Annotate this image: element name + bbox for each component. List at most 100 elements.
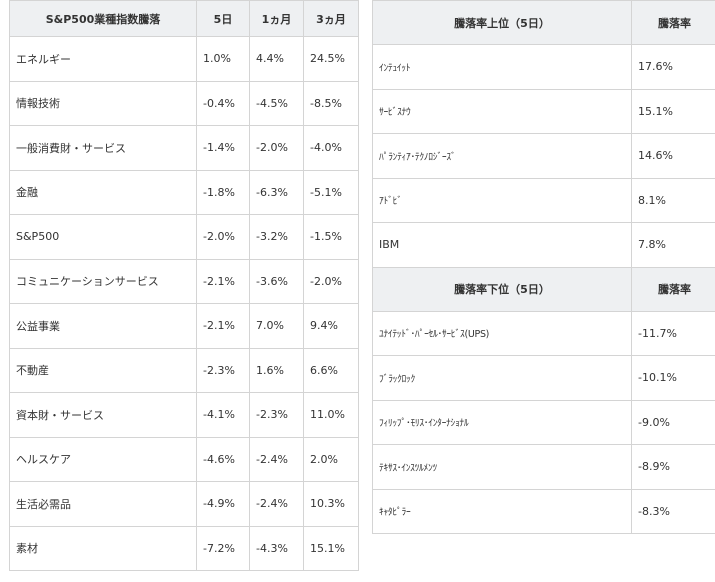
three-month-change: 11.0%: [303, 392, 359, 438]
five-day-change: 1.0%: [196, 36, 250, 82]
table-row: 資本財・サービス -4.1% -2.3% 11.0%: [9, 392, 359, 438]
company-name: ｻｰﾋﾞｽﾅｳ: [372, 88, 632, 134]
bottom-movers-body: ﾕﾅｲﾃｯﾄﾞ･ﾊﾟｰｾﾙ･ｻｰﾋﾞｽ(UPS) -11.7% ﾌﾞﾗｯｸﾛｯｸ -1…: [372, 310, 715, 534]
change-rate: 8.1%: [631, 177, 715, 223]
top-movers-header-row: 騰落率上位（5日） 騰落率: [372, 0, 715, 45]
three-month-change: -5.1%: [303, 169, 359, 215]
three-month-change: -8.5%: [303, 80, 359, 126]
five-day-change: -4.9%: [196, 481, 250, 527]
three-month-change: 24.5%: [303, 36, 359, 82]
one-month-header: 1ヵ月: [249, 0, 304, 37]
table-row: 不動産 -2.3% 1.6% 6.6%: [9, 347, 359, 393]
one-month-change: -4.3%: [249, 525, 304, 571]
five-day-change: -0.4%: [196, 80, 250, 126]
three-month-change: 9.4%: [303, 303, 359, 349]
one-month-change: -2.4%: [249, 436, 304, 482]
sector-name: ヘルスケア: [9, 436, 197, 482]
table-row: 一般消費財・サービス -1.4% -2.0% -4.0%: [9, 125, 359, 171]
table-row: ｲﾝﾃｭｲｯﾄ 17.6%: [372, 44, 715, 90]
table-row: ｷｬﾀﾋﾟﾗｰ -8.3%: [372, 488, 715, 534]
top-movers-body: ｲﾝﾃｭｲｯﾄ 17.6% ｻｰﾋﾞｽﾅｳ 15.1% ﾊﾟﾗﾝﾃｨｱ･ﾃｸﾉﾛｼﾞｰｽ…: [372, 44, 715, 268]
sector-performance-table: S&P500業種指数騰落 5日 1ヵ月 3ヵ月 エネルギー 1.0% 4.4% 24.…: [9, 0, 359, 571]
change-rate: -10.1%: [631, 355, 715, 401]
three-month-change: -2.0%: [303, 258, 359, 304]
five-day-change: -4.1%: [196, 392, 250, 438]
bottom-movers-header-row: 騰落率下位（5日） 騰落率: [372, 266, 715, 312]
one-month-change: -3.6%: [249, 258, 304, 304]
company-name: ﾌﾞﾗｯｸﾛｯｸ: [372, 355, 632, 401]
sector-name: 生活必需品: [9, 481, 197, 527]
table-row: ﾌﾞﾗｯｸﾛｯｸ -10.1%: [372, 355, 715, 401]
table-row: ﾕﾅｲﾃｯﾄﾞ･ﾊﾟｰｾﾙ･ｻｰﾋﾞｽ(UPS) -11.7%: [372, 310, 715, 356]
table-row: コミュニケーションサービス -2.1% -3.6% -2.0%: [9, 258, 359, 304]
company-name: ﾃｷｻｽ･ｲﾝｽﾂﾙﾒﾝﾂ: [372, 444, 632, 490]
change-rate: -8.9%: [631, 444, 715, 490]
table-row: 公益事業 -2.1% 7.0% 9.4%: [9, 303, 359, 349]
one-month-change: 1.6%: [249, 347, 304, 393]
five-day-change: -2.1%: [196, 303, 250, 349]
three-month-change: 10.3%: [303, 481, 359, 527]
bottom-change-header: 騰落率: [631, 266, 715, 312]
one-month-change: -6.3%: [249, 169, 304, 215]
five-day-change: -7.2%: [196, 525, 250, 571]
five-day-change: -1.4%: [196, 125, 250, 171]
company-name: ｱﾄﾞﾋﾞ: [372, 177, 632, 223]
sector-name: 公益事業: [9, 303, 197, 349]
company-name: ﾕﾅｲﾃｯﾄﾞ･ﾊﾟｰｾﾙ･ｻｰﾋﾞｽ(UPS): [372, 310, 632, 356]
three-month-change: -4.0%: [303, 125, 359, 171]
change-rate: 17.6%: [631, 44, 715, 90]
change-rate: 14.6%: [631, 133, 715, 179]
change-rate: -9.0%: [631, 399, 715, 445]
five-day-change: -2.1%: [196, 258, 250, 304]
table-row: S&P500 -2.0% -3.2% -1.5%: [9, 214, 359, 260]
table-row: ﾌｨﾘｯﾌﾟ･ﾓﾘｽ･ｲﾝﾀｰﾅｼｮﾅﾙ -9.0%: [372, 399, 715, 445]
top-change-header: 騰落率: [631, 0, 715, 45]
table-row: 情報技術 -0.4% -4.5% -8.5%: [9, 80, 359, 126]
one-month-change: -2.0%: [249, 125, 304, 171]
change-rate: 7.8%: [631, 222, 715, 268]
bottom-movers-header: 騰落率下位（5日）: [372, 266, 632, 312]
company-name: IBM: [372, 222, 632, 268]
table-row: IBM 7.8%: [372, 222, 715, 268]
table-row: エネルギー 1.0% 4.4% 24.5%: [9, 36, 359, 82]
change-rate: -11.7%: [631, 310, 715, 356]
sector-header: S&P500業種指数騰落: [9, 0, 197, 37]
sector-name: 情報技術: [9, 80, 197, 126]
table-row: ｱﾄﾞﾋﾞ 8.1%: [372, 177, 715, 223]
three-month-change: 2.0%: [303, 436, 359, 482]
five-day-header: 5日: [196, 0, 250, 37]
sector-name: 不動産: [9, 347, 197, 393]
top-movers-header: 騰落率上位（5日）: [372, 0, 632, 45]
movers-table: 騰落率上位（5日） 騰落率 ｲﾝﾃｭｲｯﾄ 17.6% ｻｰﾋﾞｽﾅｳ 15.1% ﾊﾟ…: [372, 0, 715, 534]
table-row: ﾃｷｻｽ･ｲﾝｽﾂﾙﾒﾝﾂ -8.9%: [372, 444, 715, 490]
table-row: 素材 -7.2% -4.3% 15.1%: [9, 525, 359, 571]
company-name: ｷｬﾀﾋﾟﾗｰ: [372, 488, 632, 534]
sector-name: エネルギー: [9, 36, 197, 82]
table-row: ｻｰﾋﾞｽﾅｳ 15.1%: [372, 88, 715, 134]
three-month-change: -1.5%: [303, 214, 359, 260]
sector-name: コミュニケーションサービス: [9, 258, 197, 304]
five-day-change: -1.8%: [196, 169, 250, 215]
company-name: ｲﾝﾃｭｲｯﾄ: [372, 44, 632, 90]
company-name: ﾊﾟﾗﾝﾃｨｱ･ﾃｸﾉﾛｼﾞｰｽﾞ: [372, 133, 632, 179]
table-row: 生活必需品 -4.9% -2.4% 10.3%: [9, 481, 359, 527]
change-rate: 15.1%: [631, 88, 715, 134]
three-month-header: 3ヵ月: [303, 0, 359, 37]
five-day-change: -2.0%: [196, 214, 250, 260]
sector-table-body: エネルギー 1.0% 4.4% 24.5% 情報技術 -0.4% -4.5% -8.5% 一般消…: [9, 36, 359, 571]
sector-name: 資本財・サービス: [9, 392, 197, 438]
one-month-change: -3.2%: [249, 214, 304, 260]
one-month-change: 4.4%: [249, 36, 304, 82]
table-row: ヘルスケア -4.6% -2.4% 2.0%: [9, 436, 359, 482]
sector-name: 素材: [9, 525, 197, 571]
company-name: ﾌｨﾘｯﾌﾟ･ﾓﾘｽ･ｲﾝﾀｰﾅｼｮﾅﾙ: [372, 399, 632, 445]
sector-name: 金融: [9, 169, 197, 215]
five-day-change: -2.3%: [196, 347, 250, 393]
sector-name: S&P500: [9, 214, 197, 260]
three-month-change: 15.1%: [303, 525, 359, 571]
three-month-change: 6.6%: [303, 347, 359, 393]
five-day-change: -4.6%: [196, 436, 250, 482]
one-month-change: -2.3%: [249, 392, 304, 438]
one-month-change: 7.0%: [249, 303, 304, 349]
table-row: 金融 -1.8% -6.3% -5.1%: [9, 169, 359, 215]
